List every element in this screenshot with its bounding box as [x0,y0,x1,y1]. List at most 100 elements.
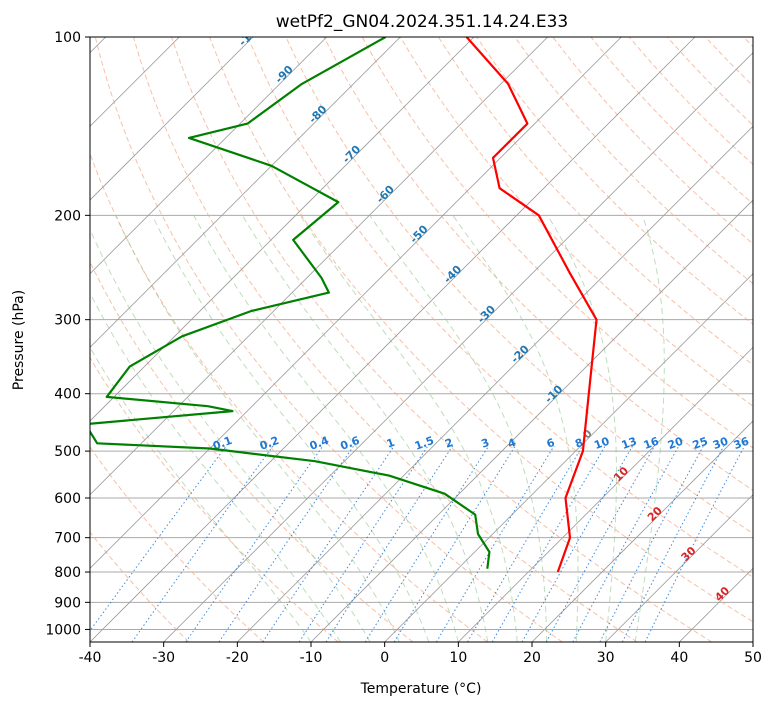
dry-adiabat-line [90,446,264,642]
isotherm-line [605,494,753,642]
y-tick-label: 500 [54,444,81,460]
y-axis-ticks: 100 200 300 400 500 600 700 800 900 1000 [45,30,90,638]
x-tick-label: -40 [79,650,102,666]
dry-adiabat-line [90,152,488,642]
mixing-ratio-line [467,445,584,642]
dry-adiabat-line [514,37,753,285]
mixing-ratio-line [521,445,633,642]
mixing-ratio-label: 13 [620,435,639,452]
mixing-ratio-label: 6 [545,436,557,451]
moist-adiabat-line [115,215,400,642]
x-tick-label: 30 [597,650,615,666]
moist-adiabat-line [634,215,665,642]
mixing-ratio-label: 0.2 [258,434,281,453]
mixing-ratio-line [298,445,429,642]
isotherm-line [90,37,696,642]
x-axis-ticks: -40 -30 -20 -10 0 10 20 30 40 50 [79,642,762,666]
mixing-ratio-label: 30 [711,434,730,452]
profile-lines [90,37,598,573]
mixing-ratio-line [644,445,746,642]
moist-adiabat-line [151,215,430,642]
y-tick-label: 400 [54,387,81,403]
y-tick-label: 700 [54,531,81,547]
isotherm-line [531,420,753,642]
mixing-ratio-line [131,445,274,642]
background-lines [90,37,753,642]
mixing-ratio-line [435,445,555,642]
moist-adiabat-line [90,292,341,642]
x-tick-label: 10 [449,650,467,666]
dry-adiabat-line [247,37,753,578]
mixing-ratio-line [621,445,725,642]
chart-title: wetPf2_GN04.2024.351.14.24.E33 [276,12,568,32]
mixing-ratio-label: 36 [732,434,751,452]
mixing-ratio-label: 10 [592,434,611,452]
y-axis-label: Pressure (hPa) [11,290,27,390]
mixing-ratio-line [185,445,324,642]
y-tick-label: 900 [54,595,81,611]
dry-adiabat-line [132,37,638,642]
isotherm-line [90,37,401,348]
isotherm-label: -100 [236,20,265,49]
dry-adiabat-line [209,37,753,623]
mixing-ratio-label: 0.6 [339,434,362,453]
mixing-ratio-label: 8 [573,436,585,451]
dry-adiabat-line [171,37,712,642]
mixing-ratio-line [364,445,490,642]
isotherm-line [90,37,548,496]
plot-frame [89,36,754,643]
mixing-ratio-label: 1 [385,436,397,451]
x-tick-label: -10 [300,650,323,666]
isotherm-line [90,37,475,422]
x-tick-label: 40 [670,650,688,666]
x-tick-label: -20 [226,650,249,666]
isotherm-line [384,273,753,642]
y-tick-label: 800 [54,565,81,581]
isotherm-line [237,125,753,642]
x-axis-label: Temperature (°C) [360,681,482,697]
isotherm-line [90,37,327,275]
x-tick-label: 20 [523,650,541,666]
mixing-ratio-label: 1.5 [413,434,436,453]
mixing-ratio-label: 3 [479,436,491,451]
isotherm-line [310,199,753,642]
isotherm-line [90,37,254,201]
x-tick-label: 50 [744,650,762,666]
y-tick-label: 100 [54,30,81,46]
dry-adiabat-line [361,37,753,449]
y-tick-label: 300 [54,313,81,329]
dry-adiabat-line [90,356,339,642]
mixing-ratio-line [262,445,395,642]
dry-adiabat-line [399,37,753,407]
y-tick-label: 1000 [45,622,81,638]
mixing-ratio-label: 20 [666,434,685,452]
isotherm-line [90,37,622,569]
moist-adiabat-line [193,215,459,642]
y-tick-label: 600 [54,491,81,507]
isotherm-line [458,346,753,642]
dry-adiabat-line [94,37,563,642]
mixing-ratio-label: 16 [642,434,661,452]
moist-adiabat-line [547,215,617,642]
temperature-profile-line [465,37,598,573]
dry-adiabat-line [285,37,753,535]
mixing-ratio-line [325,445,454,642]
y-tick-label: 200 [54,208,81,224]
mixing-ratio-label: 2 [443,436,455,451]
dry-adiabat-line [90,531,190,642]
dry-adiabat-line [323,37,753,491]
dewpoint-profile-line [90,37,491,569]
dry-adiabat-line [437,37,753,366]
x-tick-label: -30 [152,650,175,666]
moist-adiabat-line [90,228,371,642]
mixing-ratio-line [218,445,355,642]
moist-adiabat-line [90,346,312,642]
mixing-ratio-line [545,445,656,642]
isotherm-line [163,52,753,642]
mixing-ratio-label: 25 [691,435,710,452]
mixing-ratio-line [393,445,516,642]
moist-adiabat-line [369,215,548,642]
mixing-ratio-label: 4 [506,436,518,451]
